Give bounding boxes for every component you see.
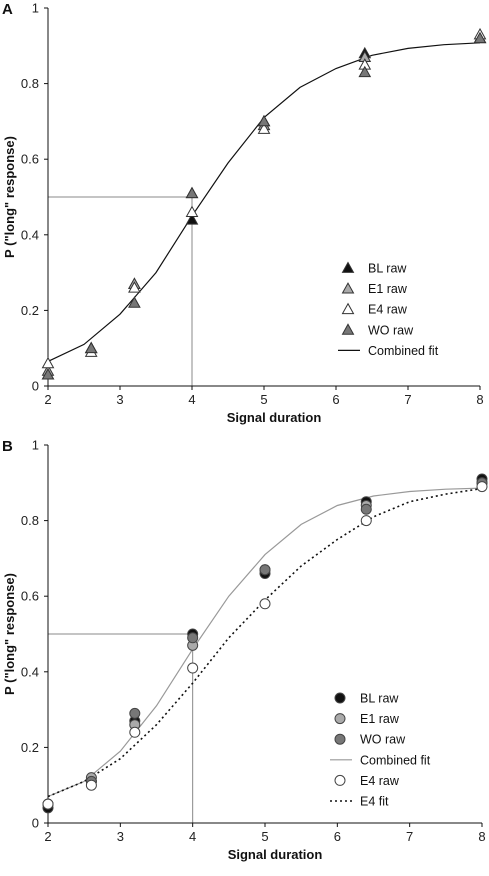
panel-b-legend-label-4: E4 raw <box>360 774 400 788</box>
panel-a-legend-label-2: E4 raw <box>368 303 408 317</box>
panel-b-x-tick-label: 2 <box>44 829 51 844</box>
panel-b-series-4-point <box>187 662 199 674</box>
panel-b-y-tick-label: 1 <box>32 438 39 453</box>
panel-a-y-axis-title: P ("long" response) <box>2 136 17 258</box>
panel-a-y-tick-label: 0.2 <box>21 303 39 318</box>
panel-b-x-tick-label: 5 <box>261 829 268 844</box>
panel-b-x-tick-label: 8 <box>478 829 485 844</box>
panel-b: B 0 0.2 0.4 0.6 0.8 1 2 3 4 5 6 7 8 Signal duration P … <box>2 438 488 862</box>
panel-b-x-tick-label: 4 <box>189 829 196 844</box>
panel-a-series-2-point <box>257 122 271 134</box>
panel-b-legend-label-5: E4 fit <box>360 795 389 809</box>
panel-b-x-tick-label: 6 <box>334 829 341 844</box>
panel-b-y-axis-title: P ("long" response) <box>2 573 17 695</box>
panel-a-x-tick-label: 6 <box>332 392 339 407</box>
panel-a-legend-label-0: BL raw <box>368 262 407 276</box>
panel-a-y-tick-label: 0 <box>32 379 39 394</box>
panel-b-series-4-point <box>476 481 488 493</box>
panel-b-series-2-point <box>187 632 199 644</box>
panel-b-x-tick-label: 7 <box>406 829 413 844</box>
panel-a-y-tick-label: 1 <box>32 1 39 16</box>
panel-a-series-0-point <box>185 213 199 225</box>
panel-b-series-4-point <box>42 798 54 810</box>
panel-b-series-4-point <box>129 726 141 738</box>
panel-a-x-tick-label: 3 <box>116 392 123 407</box>
panel-a-y-tick-label: 0.6 <box>21 152 39 167</box>
panel-a-legend-label-1: E1 raw <box>368 282 408 296</box>
panel-a-legend-label-4: Combined fit <box>368 344 439 358</box>
panel-a-x-tick-label: 5 <box>260 392 267 407</box>
panel-a-x-tick-label: 7 <box>404 392 411 407</box>
panel-b-series-4-point <box>85 779 97 791</box>
panel-b-legend-label-3: Combined fit <box>360 753 431 767</box>
panel-a-series-3-point <box>128 296 141 308</box>
panel-a-series-3-point <box>257 114 271 127</box>
panel-b-series-5-line <box>47 487 483 798</box>
panel-a-x-tick-label: 8 <box>476 392 483 407</box>
panel-b-legend-label-0: BL raw <box>360 692 399 706</box>
panel-a-series-3-point <box>473 31 487 44</box>
panel-b-y-tick-label: 0.8 <box>21 513 39 528</box>
panel-a-series-2-point <box>41 356 55 369</box>
panel-a-series-3-point <box>185 186 199 199</box>
panel-a-series-4-line <box>47 42 481 362</box>
panel-b-legend-swatch-4 <box>334 774 346 786</box>
panel-b-y-tick-label: 0.4 <box>21 664 39 679</box>
panel-a-y-tick-label: 0.8 <box>21 76 39 91</box>
panel-b-legend-swatch-1 <box>334 713 346 725</box>
panel-a-y-tick-label: 0.4 <box>21 227 39 242</box>
panel-b-legend-swatch-2 <box>334 733 346 745</box>
panel-a-legend-swatch-2 <box>341 302 355 315</box>
panel-b-x-tick-label: 3 <box>117 829 124 844</box>
panel-b-x-axis-title: Signal duration <box>228 847 323 862</box>
panel-a-x-axis-title: Signal duration <box>227 410 322 425</box>
panel-b-series-2-point <box>360 503 372 515</box>
panel-b-series-2-point <box>129 707 141 719</box>
panel-b-series-2-point <box>259 564 271 576</box>
panel-b-letter: B <box>2 438 13 455</box>
panel-a-legend-label-3: WO raw <box>368 323 414 337</box>
panel-b-y-tick-label: 0.6 <box>21 589 39 604</box>
panel-b-series-3-line <box>47 487 483 798</box>
panel-a-x-tick-label: 2 <box>44 392 51 407</box>
panel-b-y-tick-label: 0 <box>32 816 39 831</box>
panel-a-legend-swatch-0 <box>341 261 355 273</box>
panel-a-series-2-point <box>128 281 141 293</box>
panel-a-series-3-point <box>84 341 98 354</box>
panel-b-legend-label-2: WO raw <box>360 733 406 747</box>
panel-a-legend-swatch-3 <box>341 323 355 335</box>
panel-a-series-3-point <box>41 368 55 380</box>
panel-a-series-2-point <box>185 205 199 218</box>
panel-b-legend-label-1: E1 raw <box>360 712 400 726</box>
panel-a: A 0 0.2 0.4 0.6 0.8 1 2 3 4 5 6 7 8 Signal duration P … <box>2 1 487 425</box>
panel-b-series-4-point <box>360 515 372 527</box>
panel-a-series-3-point <box>358 65 372 78</box>
panel-a-letter: A <box>2 1 13 18</box>
panel-b-legend-swatch-0 <box>334 692 346 704</box>
panel-a-x-tick-label: 4 <box>188 392 195 407</box>
panel-b-y-tick-label: 0.2 <box>21 740 39 755</box>
panel-b-series-4-point <box>259 598 271 610</box>
panel-a-legend-swatch-1 <box>341 282 355 294</box>
